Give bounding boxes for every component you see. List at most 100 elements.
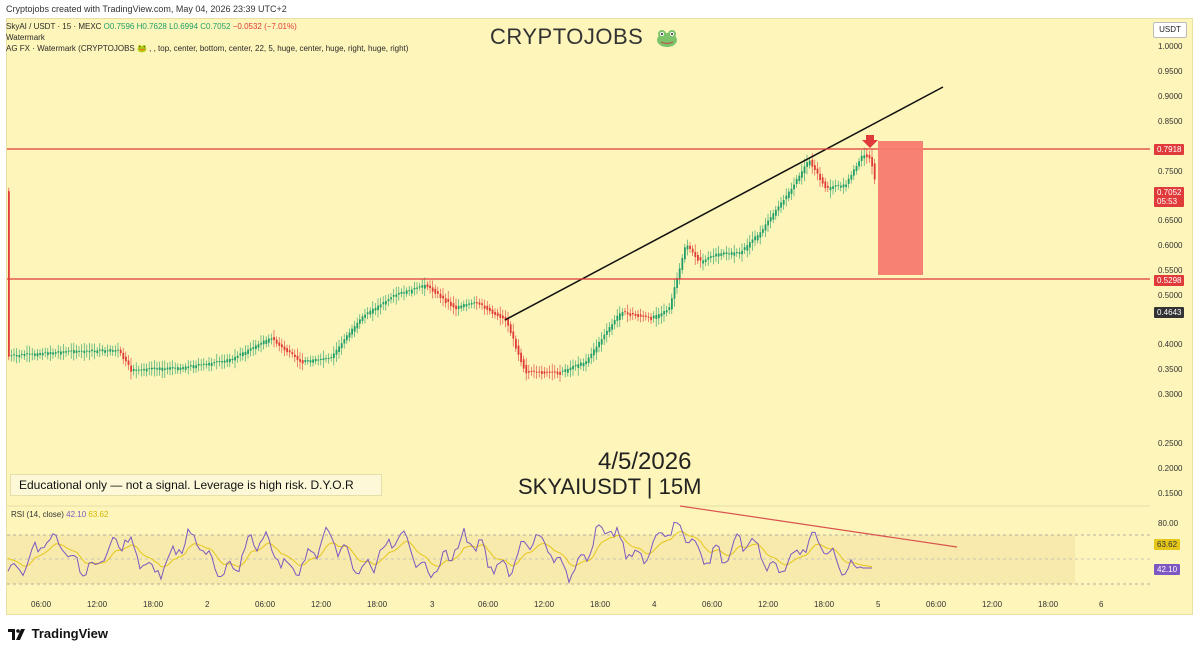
candle (377, 305, 379, 311)
candle (112, 350, 114, 352)
time-axis-label: 18:00 (143, 600, 164, 609)
symbol-label[interactable]: SkyAI / USDT · 15 · MEXC (6, 22, 102, 31)
candle (840, 185, 842, 188)
open-value: O0.7596 (103, 22, 135, 31)
candle (619, 313, 621, 320)
price-axis-label: 0.9500 (1158, 67, 1183, 76)
candle (759, 232, 762, 238)
candle (418, 286, 421, 288)
candle (23, 354, 26, 356)
candle (385, 301, 387, 305)
candle (169, 367, 171, 370)
candle (260, 342, 262, 345)
candle (465, 304, 468, 307)
candle (728, 253, 730, 255)
candle (801, 171, 803, 178)
candle (148, 367, 151, 369)
candle (738, 252, 741, 254)
candle (491, 309, 494, 314)
candle (270, 338, 273, 340)
candle (343, 339, 346, 344)
candle (359, 319, 361, 324)
candle (489, 307, 491, 311)
last-price-value: 0.7052 (1157, 188, 1182, 197)
candle (842, 184, 845, 188)
candle (416, 287, 418, 289)
candle (522, 359, 525, 369)
trendline[interactable] (504, 86, 944, 321)
candle (668, 307, 671, 310)
candle (49, 352, 52, 355)
candle (132, 368, 135, 372)
candle (195, 365, 197, 369)
rsi-divergence-line[interactable] (679, 505, 958, 548)
rsi-value: 42.10 (66, 510, 87, 519)
candle (255, 345, 257, 350)
candle (127, 360, 130, 365)
candle (863, 155, 866, 159)
time-axis-label: 18:00 (367, 600, 388, 609)
candle (478, 302, 481, 305)
time-axis-label: 06:00 (926, 600, 947, 609)
rsi-line (7, 521, 872, 584)
candle (543, 371, 546, 374)
candle (821, 177, 824, 184)
candle (184, 366, 187, 370)
candle (330, 356, 333, 359)
candle (153, 367, 156, 370)
candle (782, 199, 785, 205)
candle (780, 202, 782, 208)
candle (762, 229, 764, 233)
candle (749, 242, 751, 248)
candle (109, 349, 112, 352)
candle (775, 209, 777, 216)
candle (275, 339, 278, 344)
candle (99, 349, 101, 351)
candle (369, 310, 372, 315)
candle (288, 350, 291, 353)
rsi-axis-80: 80.00 (1158, 519, 1179, 528)
candle (811, 159, 814, 167)
rsi-legend[interactable]: RSI (14, close) 42.10 63.62 (11, 510, 108, 519)
candle (400, 291, 403, 294)
candle (41, 352, 44, 356)
candle (439, 293, 442, 299)
candle (208, 362, 210, 366)
candle (36, 353, 39, 357)
candle (314, 358, 317, 362)
candle (431, 287, 434, 292)
short-position-zone[interactable] (878, 141, 923, 275)
candle (392, 294, 395, 297)
candle (866, 154, 868, 158)
candle (213, 362, 216, 364)
candle (850, 174, 853, 180)
candle (546, 371, 548, 373)
tradingview-logo[interactable]: TradingView (8, 626, 108, 641)
candle (135, 369, 138, 371)
candle (164, 368, 166, 370)
price-axis-label: 0.3500 (1158, 365, 1183, 374)
chart-pane[interactable] (6, 18, 1193, 615)
candle (538, 371, 541, 373)
candle (221, 361, 223, 363)
candle (62, 351, 65, 353)
candle (658, 314, 660, 319)
candle (834, 185, 837, 187)
price-axis-label: 0.3000 (1158, 390, 1183, 399)
candle (119, 349, 122, 354)
candle (122, 352, 125, 360)
candle (18, 355, 21, 358)
candle (265, 339, 268, 344)
price-axis-label: 0.9000 (1158, 92, 1183, 101)
candle (587, 357, 590, 363)
candle (31, 353, 34, 355)
candle (335, 349, 338, 355)
currency-button[interactable]: USDT (1153, 22, 1187, 38)
candle (676, 278, 678, 288)
indicator-label[interactable]: AG FX · Watermark (CRYPTOJOBS 🐸 , , top,… (6, 44, 409, 53)
watermark-label[interactable]: Watermark (6, 33, 45, 42)
candle (712, 255, 715, 257)
candle (67, 350, 70, 352)
candle (642, 315, 645, 317)
